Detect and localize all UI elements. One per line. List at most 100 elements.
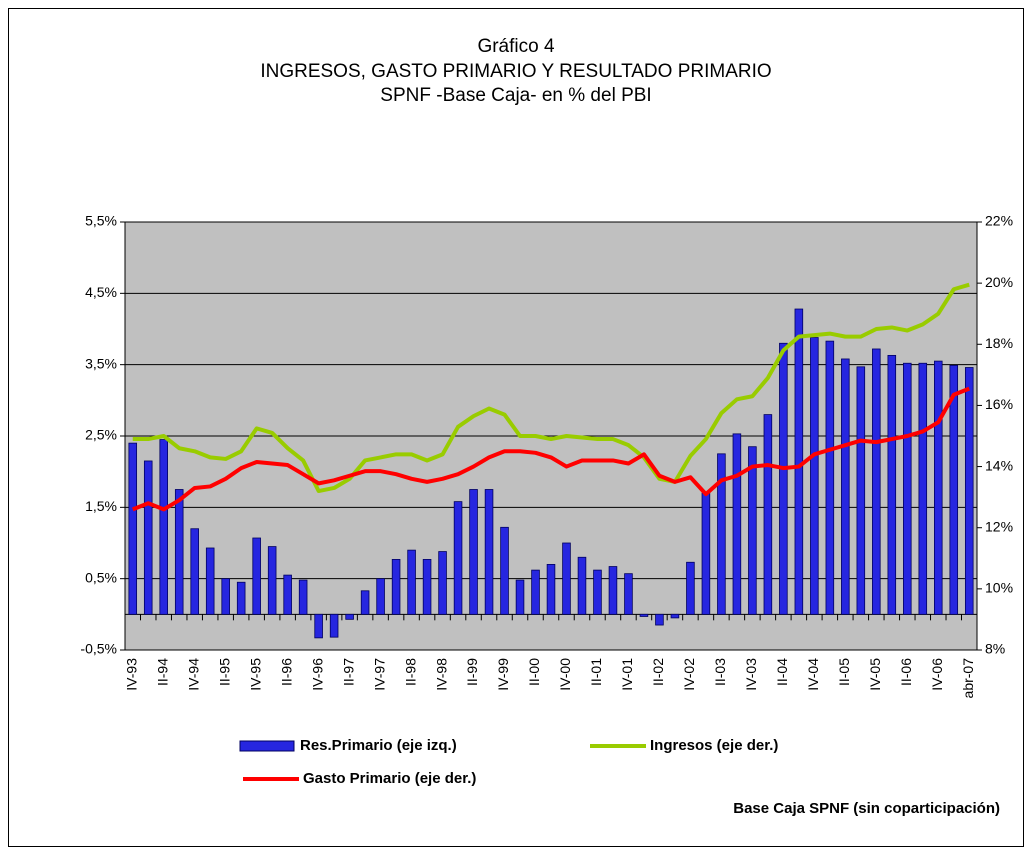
y-tick-label: 0,5% <box>85 569 117 585</box>
x-tick-label: abr-07 <box>960 658 976 699</box>
line <box>132 282 970 494</box>
bar <box>128 442 138 615</box>
y2-tick-label: 22% <box>985 213 1013 229</box>
chart-subtitle: INGRESOS, GASTO PRIMARIO Y RESULTADO PRI… <box>260 61 771 82</box>
chart-title: Gráfico 4 <box>477 36 555 57</box>
bar <box>515 579 525 615</box>
bar <box>639 613 649 617</box>
x-tick-label: II-03 <box>712 658 728 686</box>
bar <box>546 564 556 615</box>
bar <box>934 360 943 615</box>
x-tick-label: IV-99 <box>495 658 511 691</box>
bar <box>562 542 571 615</box>
x-tick-label: IV-06 <box>929 658 945 691</box>
y2-tick-label: 16% <box>985 396 1013 412</box>
bar <box>608 566 618 615</box>
bar <box>732 433 742 615</box>
bar <box>143 460 153 615</box>
bar <box>794 308 804 615</box>
x-tick-label: IV-93 <box>123 658 139 691</box>
y-tick-label: 4,5% <box>85 284 117 300</box>
bar <box>763 414 773 615</box>
bar <box>438 551 447 615</box>
y2-tick-label: 12% <box>985 518 1013 534</box>
bar <box>236 581 246 615</box>
bar <box>422 559 432 615</box>
chart-subtitle: SPNF -Base Caja- en % del PBI <box>380 85 651 106</box>
bar <box>298 579 308 615</box>
y2-tick-label: 18% <box>985 335 1013 351</box>
bar <box>686 561 695 615</box>
bar <box>205 547 215 615</box>
bar <box>593 569 602 615</box>
bar <box>484 489 494 615</box>
bar <box>329 613 339 638</box>
bar <box>174 489 184 615</box>
bar <box>453 501 463 615</box>
x-tick-label: II-04 <box>774 658 790 686</box>
y2-tick-label: 20% <box>985 274 1013 290</box>
x-tick-label: IV-00 <box>557 658 573 691</box>
bar <box>856 366 866 615</box>
bar <box>701 492 711 615</box>
x-tick-label: IV-02 <box>681 658 697 691</box>
y-tick-label: 2,5% <box>85 427 117 443</box>
bar <box>577 556 587 615</box>
x-tick-label: IV-96 <box>309 658 325 691</box>
bar <box>345 613 354 620</box>
bar <box>655 613 664 626</box>
x-tick-label: II-02 <box>650 658 666 686</box>
bar <box>531 569 540 615</box>
x-tick-label: II-05 <box>836 658 852 686</box>
bar <box>252 537 261 615</box>
bar <box>314 613 323 639</box>
bar <box>376 578 385 615</box>
bar <box>624 573 633 615</box>
legend-label: Res.Primario (eje izq.) <box>300 737 457 754</box>
bar <box>407 549 416 615</box>
legend-label: Ingresos (eje der.) <box>650 737 778 754</box>
bar <box>887 354 897 615</box>
bar <box>964 367 974 615</box>
x-tick-label: II-96 <box>278 658 294 686</box>
y-tick-label: 1,5% <box>85 498 117 514</box>
bar <box>267 546 277 615</box>
line <box>132 386 970 512</box>
note: Base Caja SPNF (sin coparticipación) <box>733 800 1000 817</box>
y-tick-label: 5,5% <box>85 213 117 229</box>
x-tick-label: II-94 <box>154 658 170 686</box>
bar <box>391 559 401 615</box>
x-tick-label: II-97 <box>340 658 356 686</box>
legend-label: Gasto Primario (eje der.) <box>303 770 476 787</box>
x-tick-label: IV-97 <box>371 658 387 691</box>
bar <box>903 362 912 615</box>
bar <box>190 528 199 615</box>
x-tick-label: IV-95 <box>247 658 263 691</box>
x-tick-label: II-06 <box>898 658 914 686</box>
bar <box>360 590 370 615</box>
y2-tick-label: 14% <box>985 457 1013 473</box>
x-tick-label: IV-01 <box>619 658 635 691</box>
x-tick-label: II-95 <box>216 658 232 686</box>
bar <box>500 526 509 615</box>
bar <box>810 337 819 615</box>
x-tick-label: II-99 <box>464 658 480 686</box>
y-tick-label: -0,5% <box>80 641 117 657</box>
x-tick-label: IV-98 <box>433 658 449 691</box>
bar <box>841 358 850 615</box>
bar <box>949 364 959 615</box>
bar <box>283 574 292 615</box>
x-tick-label: IV-04 <box>805 658 821 691</box>
x-tick-label: IV-94 <box>185 658 201 691</box>
x-tick-label: II-01 <box>588 658 604 686</box>
bar <box>825 340 835 615</box>
y2-tick-label: 8% <box>985 641 1005 657</box>
bar <box>748 446 757 615</box>
x-tick-label: II-98 <box>402 658 418 686</box>
legend-swatch <box>239 740 295 752</box>
bar <box>779 342 788 615</box>
bar <box>670 613 680 619</box>
bar <box>717 453 726 615</box>
bar <box>469 489 478 615</box>
